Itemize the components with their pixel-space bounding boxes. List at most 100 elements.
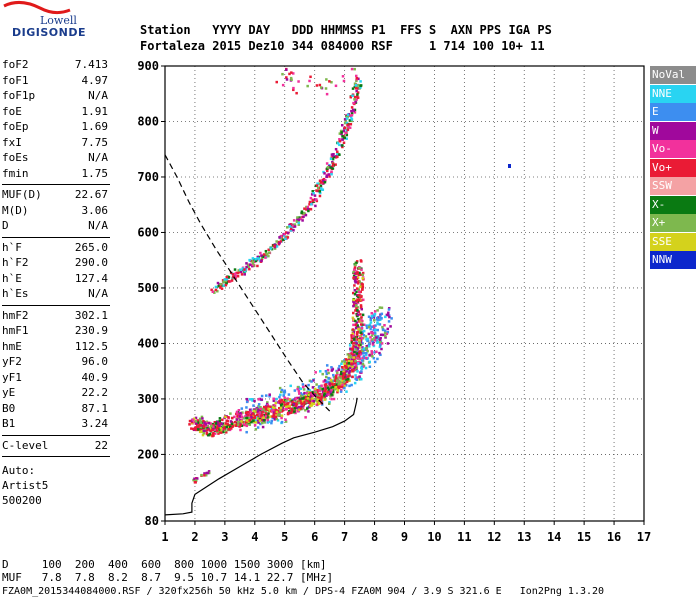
echo-point [361,362,365,366]
echo-point [229,420,233,423]
echo-point [327,402,331,405]
param-name: fmin [2,166,29,180]
echo-point [240,415,244,419]
echo-point [241,411,244,414]
echo-point [346,113,350,117]
echo-point [224,424,227,427]
echo-point [374,328,377,332]
echo-point [380,342,384,345]
echo-point [309,404,312,408]
echo-point [227,416,230,419]
echo-point [359,304,363,307]
echo-point [255,408,259,411]
param-row: fmin 1.75 [2,167,108,183]
echo-point [196,421,200,424]
echo-point [328,377,332,381]
echo-point [196,423,199,427]
echo-point [360,365,364,368]
echo-point [358,341,361,344]
param-name: M(D) [2,203,29,217]
echo-point [271,416,274,420]
echo-point [219,431,223,434]
echo-point [336,155,339,159]
y-tick-label: 500 [137,281,159,295]
param-name: hmF1 [2,324,29,337]
echo-point [292,228,295,232]
footer-file-row: FZA0M_2015344084000.RSF / 320fx256h 50 k… [2,586,605,597]
echo-point [288,72,291,76]
echo-point [372,344,376,348]
echo-point [358,375,361,378]
echo-point [299,217,302,221]
echo-point [378,323,382,326]
echo-point [361,356,364,360]
x-tick-label: 14 [547,530,561,544]
echo-point [284,408,288,411]
echo-point [354,340,358,343]
param-value: 112.5 [74,339,108,353]
echo-point [332,397,336,401]
echo-point [294,400,297,403]
echo-point [338,139,342,143]
echo-point [270,409,274,413]
echo-point [294,402,297,405]
echo-point [361,273,364,277]
echo-point [195,428,198,432]
echo-point [240,273,244,276]
param-name: foEp [2,120,29,133]
echo-point [310,392,313,396]
echo-point [342,79,346,83]
footer-distance-row: D 100 200 400 600 800 1000 1500 3000 [km… [2,558,327,571]
echo-point [293,225,297,228]
echo-point [205,427,209,430]
echo-point [386,327,390,331]
echo-point [204,473,208,477]
echo-point [349,356,352,359]
echo-point [324,369,328,373]
echo-point [372,314,376,318]
param-value: 290.0 [74,256,108,269]
echo-point [201,417,204,420]
echo-point [288,404,291,408]
echo-point [274,408,278,412]
echo-point [352,101,355,105]
x-tick-label: 8 [371,530,378,544]
echo-point [289,227,293,231]
echo-point [219,286,222,289]
echo-point [266,418,270,422]
echo-point [267,248,270,252]
echo-point [328,401,331,404]
echo-point [237,408,241,412]
echo-point [380,347,383,351]
echo-point [388,315,391,319]
echo-point [305,205,308,209]
echo-point [373,333,377,337]
param-row: foEp 1.69 [2,120,108,136]
echo-point [336,389,340,392]
echo-point [323,398,326,401]
echo-point [267,415,271,419]
echo-point [286,404,290,408]
echo-point [350,339,353,342]
echo-point [333,382,336,386]
echo-point [312,394,315,398]
echo-point [274,401,277,405]
echo-point [353,266,357,269]
echo-point [345,117,349,120]
echo-point [348,344,352,347]
echo-point [235,271,239,275]
echo-point [368,345,371,348]
echo-point [296,385,300,389]
echo-point [280,414,284,417]
echo-point [334,385,338,389]
echo-point [199,421,203,424]
echo-point [245,397,249,401]
echo-point [252,416,255,419]
legend-item-nne: NNE [650,84,696,103]
echo-point [307,383,310,387]
echo-point [216,424,220,428]
echo-point [251,414,255,417]
echo-point [350,67,354,71]
echo-point [341,365,344,369]
echo-point [358,339,361,342]
